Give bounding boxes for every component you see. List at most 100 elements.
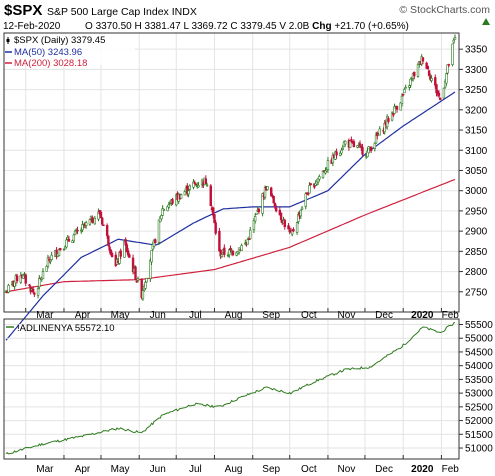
price-axis-labels: 2750 2800 2850 2900 2950 3000 3050 3100 3150 3200…: [459, 45, 488, 298]
candle-body: [228, 249, 231, 256]
y-tick-label: 2900: [465, 227, 488, 238]
y-tick-label: 54000: [465, 361, 493, 372]
x-tick-label: Jun: [150, 464, 166, 475]
x-tick-label: Nov: [338, 310, 356, 321]
candle-body: [218, 230, 221, 252]
candle-body: [435, 84, 438, 94]
candle-body: [131, 257, 135, 273]
candle-body: [273, 203, 277, 208]
x-tick-label: Oct: [301, 310, 317, 321]
candle-body: [28, 284, 31, 286]
candle-body: [253, 216, 257, 222]
candle-body: [426, 66, 430, 70]
y-tick-label: 3150: [465, 126, 488, 137]
legend-ma200: MA(200) 3028.18: [14, 58, 87, 69]
candle-body: [140, 278, 143, 299]
candle-body: [105, 225, 109, 236]
y-tick-label: 54500: [465, 347, 493, 358]
candle-body: [102, 224, 105, 226]
header-ohlc: O 3370.50 H 3381.47 L 3369.72 C 3379.45 …: [85, 21, 409, 32]
candle-body: [421, 57, 425, 62]
candle-body: [99, 211, 103, 219]
candle-body: [416, 64, 420, 77]
candle-body: [59, 248, 62, 251]
candle-body: [404, 87, 407, 89]
candle-body: [81, 224, 84, 231]
legend-ma50: MA(50) 3243.96: [14, 47, 82, 58]
x-tick-label: Jun: [150, 310, 166, 321]
x-tick-label: Oct: [301, 464, 317, 475]
candle-body: [287, 225, 290, 230]
candle-body: [36, 288, 40, 296]
candle-body: [162, 208, 166, 211]
candle-body: [128, 254, 131, 258]
candle-body: [45, 266, 48, 272]
y-tick-label: 3300: [465, 65, 488, 76]
candle-body: [321, 170, 325, 178]
candle-body: [49, 259, 52, 262]
change-up-arrow-icon: [482, 18, 490, 25]
candle-body: [400, 95, 404, 104]
candle-body: [15, 275, 19, 282]
legend-candle-body: [6, 39, 10, 42]
y-tick-label: 55000: [465, 334, 493, 345]
y-tick-label: 2800: [465, 267, 488, 278]
candle-body: [283, 219, 286, 228]
candle-body: [304, 193, 307, 207]
adline-series-line: [5, 322, 456, 455]
header-symbol: $SPX: [4, 2, 42, 19]
candle-body: [438, 97, 442, 100]
candle-body: [55, 249, 58, 257]
x-tick-label: Dec: [375, 310, 393, 321]
candle-body: [160, 215, 163, 220]
candle-body: [126, 250, 130, 256]
price-time-axis: Mar Apr May Jun Jul Aug Sep Oct Nov Dec 2020 Feb: [25, 308, 460, 321]
candle-body: [84, 222, 88, 226]
candle-body: [141, 290, 145, 300]
price-candles: [4, 34, 457, 301]
candle-body: [76, 229, 79, 232]
watermark: © StockCharts.com: [399, 4, 490, 16]
candle-body: [369, 146, 373, 151]
candle-body: [157, 219, 161, 243]
candle-body: [193, 182, 196, 184]
candle-body: [307, 193, 310, 195]
candle-body: [341, 147, 344, 150]
candle-body: [50, 254, 53, 260]
candle-body: [88, 219, 92, 225]
candle-body: [387, 118, 390, 122]
candle-body: [24, 274, 27, 284]
candle-body: [263, 187, 267, 198]
candle-body: [67, 238, 71, 242]
ma50-series-line: [5, 91, 456, 341]
candle-body: [144, 282, 147, 289]
candle-body: [204, 178, 208, 185]
breadth-time-axis: Mar Apr May Jun Jul Aug Sep Oct Nov Dec 2020 Feb: [25, 455, 459, 475]
header-name: S&P 500 Large Cap Index INDX: [47, 6, 197, 18]
x-tick-label: Feb: [442, 310, 460, 321]
candle-body: [110, 253, 114, 257]
y-tick-label: 3050: [465, 166, 488, 177]
candle-body: [136, 278, 140, 281]
price-panel-grid: [4, 33, 459, 312]
candle-body: [408, 85, 411, 88]
candle-body: [445, 73, 448, 84]
candle-body: [33, 292, 36, 295]
y-tick-label: 2950: [465, 206, 488, 217]
x-tick-label: Dec: [375, 464, 393, 475]
candle-body: [145, 277, 148, 283]
candle-body: [135, 280, 138, 283]
candle-body: [430, 78, 433, 81]
candle-body: [7, 285, 10, 293]
candle-body: [395, 106, 399, 110]
price-legend: $SPX (Daily) 3379.45 MA(50) 3243.96 MA(2…: [5, 34, 135, 69]
price-panel-frame: [3, 32, 460, 313]
candle-body: [65, 239, 68, 248]
candle-body: [19, 275, 23, 283]
candle-body: [270, 187, 273, 196]
candle-body: [366, 150, 369, 158]
candle-body: [167, 204, 171, 208]
x-tick-label: Jul: [189, 310, 202, 321]
candle-body: [446, 64, 449, 74]
candle-body: [358, 143, 362, 146]
